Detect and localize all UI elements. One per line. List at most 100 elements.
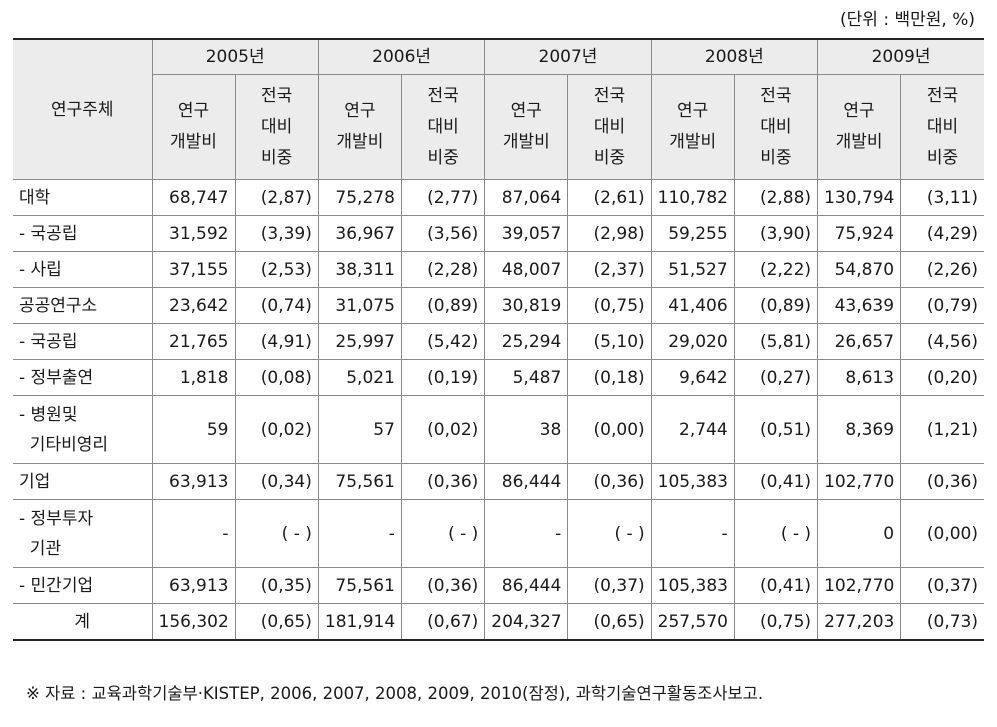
rd-expenditure-cell: 204,327: [484, 603, 569, 641]
rd-expenditure-cell: 31,592: [151, 215, 236, 252]
national-share-cell: (2,61): [567, 179, 652, 216]
rd-expenditure-cell: 43,639: [817, 287, 902, 324]
rd-expenditure-cell: 63,913: [151, 567, 236, 604]
national-share-cell: ( - ): [567, 499, 652, 568]
rd-expenditure-cell: 102,770: [817, 463, 902, 500]
rd-expenditure-header: 연구 개발비: [484, 74, 569, 180]
national-share-cell: (2,88): [733, 179, 819, 216]
table-row: - 정부출연 1,818 (0,08) 5,021 (0,19) 5,487 (0,18) 9…: [13, 359, 984, 396]
rd-expenditure-cell: 105,383: [650, 463, 735, 500]
rd-expenditure-header: 연구 개발비: [317, 74, 402, 180]
national-share-cell: (0,35): [234, 567, 319, 604]
rd-expenditure-cell: 26,657: [817, 323, 902, 360]
national-share-cell: (2,28): [400, 251, 486, 288]
national-share-cell: (2,53): [234, 251, 319, 288]
national-share-cell: (0,02): [234, 395, 319, 464]
row-label: 대학: [13, 179, 153, 216]
national-share-cell: (0,02): [400, 395, 486, 464]
rd-expenditure-cell: -: [650, 499, 735, 568]
table-row: - 병원및 기타비영리 59 (0,02) 57 (0,02) 38 (0,00) 2,744…: [13, 395, 984, 464]
row-label: - 국공립: [13, 215, 153, 252]
rd-expenditure-cell: 36,967: [317, 215, 402, 252]
table-row: 계 156,302 (0,65) 181,914 (0,67) 204,327 (0,65)…: [13, 603, 984, 641]
national-share-cell: (0,37): [900, 567, 984, 604]
rd-expenditure-cell: 277,203: [817, 603, 902, 641]
national-share-cell: (0,36): [400, 567, 486, 604]
rd-expenditure-cell: 75,561: [317, 463, 402, 500]
national-share-cell: (3,39): [234, 215, 319, 252]
national-share-cell: (0,89): [733, 287, 819, 324]
national-share-cell: (0,74): [234, 287, 319, 324]
national-share-cell: (4,56): [900, 323, 984, 360]
national-share-cell: (0,73): [900, 603, 984, 641]
year-header: 2006년: [317, 38, 486, 75]
national-share-cell: (0,67): [400, 603, 486, 641]
rd-expenditure-cell: 51,527: [650, 251, 735, 288]
rd-expenditure-cell: 31,075: [317, 287, 402, 324]
rd-expenditure-cell: 59: [151, 395, 236, 464]
national-share-cell: (2,87): [234, 179, 319, 216]
rd-expenditure-cell: -: [317, 499, 402, 568]
national-share-cell: (0,36): [400, 463, 486, 500]
national-share-cell: (0,75): [733, 603, 819, 641]
rd-expenditure-cell: 75,924: [817, 215, 902, 252]
rd-expenditure-header: 연구 개발비: [151, 74, 236, 180]
national-share-cell: (0,00): [567, 395, 652, 464]
table-row: - 정부투자 기관 -( - ) -( - ) -( - ) -( - ) 0 (0,00): [13, 499, 984, 568]
national-share-cell: (0,51): [733, 395, 819, 464]
rd-expenditure-header: 연구 개발비: [650, 74, 735, 180]
national-share-header: 전국 대비 비중: [234, 74, 319, 180]
table-row: - 국공립 31,592 (3,39) 36,967 (3,56) 39,057 (2,98…: [13, 215, 984, 252]
national-share-cell: (4,91): [234, 323, 319, 360]
row-label: 공공연구소: [13, 287, 153, 324]
rd-expenditure-cell: 59,255: [650, 215, 735, 252]
rd-expenditure-cell: 0: [817, 499, 902, 568]
rd-expenditure-cell: 68,747: [151, 179, 236, 216]
rd-expenditure-cell: 39,057: [484, 215, 569, 252]
national-share-cell: (0,65): [567, 603, 652, 641]
rd-expenditure-cell: 102,770: [817, 567, 902, 604]
rd-expenditure-cell: 25,294: [484, 323, 569, 360]
table-body: 대학 68,747 (2,87) 75,278 (2,77) 87,064 (2,61) 11…: [13, 179, 984, 641]
rd-expenditure-cell: 8,613: [817, 359, 902, 396]
row-header-cell: 연구주체: [13, 38, 153, 180]
table-row: - 사립 37,155 (2,53) 38,311 (2,28) 48,007 (2,37)…: [13, 251, 984, 288]
table-row: 공공연구소 23,642 (0,74) 31,075 (0,89) 30,819 (0,75…: [13, 287, 984, 324]
rd-expenditure-cell: 21,765: [151, 323, 236, 360]
year-header: 2007년: [484, 38, 652, 75]
national-share-cell: (1,21): [900, 395, 984, 464]
rd-expenditure-cell: 86,444: [484, 567, 569, 604]
source-note: ※ 자료 : 교육과학기술부·KISTEP, 2006, 2007, 2008,…: [26, 684, 764, 703]
table-row: 대학 68,747 (2,87) 75,278 (2,77) 87,064 (2,61) 11…: [13, 179, 984, 216]
rd-expenditure-cell: 75,278: [317, 179, 402, 216]
rd-expenditure-cell: 54,870: [817, 251, 902, 288]
national-share-cell: (0,36): [567, 463, 652, 500]
national-share-cell: (2,77): [400, 179, 486, 216]
national-share-cell: (5,42): [400, 323, 486, 360]
national-share-header: 전국 대비 비중: [733, 74, 819, 180]
rd-table-container: 연구주체 2005년 2006년 2007년 2008년 2009년 연구 개발비 전국 대비…: [13, 38, 984, 641]
national-share-header: 전국 대비 비중: [900, 74, 984, 180]
national-share-cell: (0,89): [400, 287, 486, 324]
rd-expenditure-cell: 181,914: [317, 603, 402, 641]
year-header: 2005년: [151, 38, 319, 75]
national-share-cell: (0,18): [567, 359, 652, 396]
rd-expenditure-cell: -: [151, 499, 236, 568]
rd-expenditure-cell: 86,444: [484, 463, 569, 500]
rd-expenditure-cell: 30,819: [484, 287, 569, 324]
row-label: - 정부투자 기관: [13, 499, 153, 568]
national-share-cell: (0,41): [733, 463, 819, 500]
sub-header-row: 연구 개발비 전국 대비 비중 연구 개발비 전국 대비 비중 연구 개발비 전국 대비 비중 연구 개발비 전국…: [13, 74, 984, 180]
row-label: - 사립: [13, 251, 153, 288]
national-share-cell: (0,65): [234, 603, 319, 641]
national-share-cell: (0,08): [234, 359, 319, 396]
national-share-cell: (0,79): [900, 287, 984, 324]
national-share-cell: (5,81): [733, 323, 819, 360]
national-share-header: 전국 대비 비중: [400, 74, 486, 180]
rd-expenditure-cell: 1,818: [151, 359, 236, 396]
national-share-cell: ( - ): [400, 499, 486, 568]
national-share-cell: (0,34): [234, 463, 319, 500]
rd-expenditure-cell: 63,913: [151, 463, 236, 500]
rd-expenditure-header: 연구 개발비: [817, 74, 902, 180]
rd-expenditure-cell: 8,369: [817, 395, 902, 464]
